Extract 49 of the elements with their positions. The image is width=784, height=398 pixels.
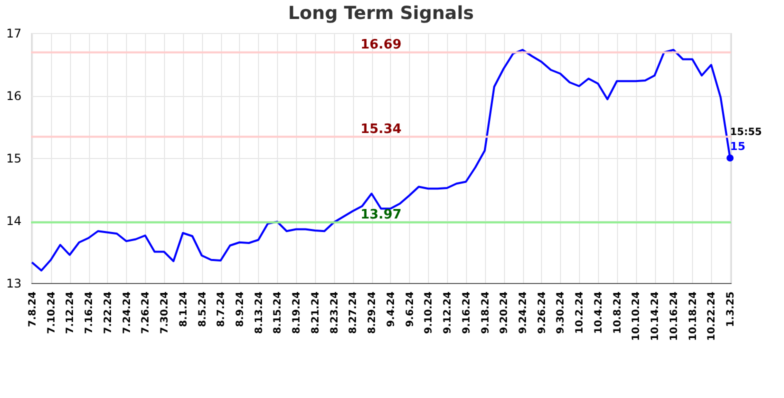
x-tick-label: 9.6.24: [404, 291, 416, 327]
x-tick-label: 9.20.24: [499, 291, 510, 334]
x-tick-label: 10.2.24: [574, 291, 586, 334]
x-tick-label: 9.4.24: [386, 291, 397, 327]
y-tick-label: 15: [6, 152, 22, 166]
y-tick-label: 17: [6, 26, 22, 40]
x-tick-label: 10.10.24: [631, 291, 642, 341]
x-tick-label: 8.23.24: [329, 291, 340, 334]
annotation: 15:55: [730, 127, 762, 138]
x-tick-label: 10.8.24: [612, 291, 624, 334]
ref-line-label: 16.69: [360, 37, 402, 52]
x-tick-label: 7.26.24: [140, 291, 152, 334]
x-tick-label: 9.10.24: [424, 291, 435, 334]
x-tick-label: 10.14.24: [650, 291, 662, 341]
x-tick-label: 8.7.24: [216, 291, 228, 327]
chart-title: Long Term Signals: [288, 3, 474, 24]
x-tick-label: 8.1.24: [178, 291, 190, 327]
y-tick-label: 16: [6, 89, 22, 103]
x-tick-label: 8.21.24: [310, 291, 322, 334]
x-tick-label: 8.5.24: [197, 291, 208, 327]
x-tick-label: 9.12.24: [442, 291, 454, 334]
x-tick-label: 9.18.24: [480, 291, 492, 334]
y-tick-label: 14: [6, 214, 22, 228]
x-tick-label: 7.30.24: [160, 291, 171, 334]
ref-line-label: 13.97: [360, 207, 402, 222]
x-tick-label: 10.22.24: [706, 291, 718, 341]
x-tick-label: 7.16.24: [84, 291, 96, 334]
ref-line-label: 15.34: [360, 122, 402, 137]
x-tick-label: 1.3.25: [726, 291, 737, 327]
x-tick-label: 7.12.24: [65, 291, 76, 334]
x-tick-label: 7.10.24: [46, 291, 58, 334]
x-tick-label: 9.24.24: [518, 291, 530, 334]
x-tick-label: 10.18.24: [688, 291, 699, 341]
x-tick-label: 8.27.24: [348, 291, 360, 334]
data-label: 15: [730, 140, 746, 153]
x-tick-label: 7.8.24: [27, 291, 38, 327]
x-tick-label: 8.9.24: [234, 291, 246, 327]
x-tick-label: 8.13.24: [254, 291, 265, 334]
y-tick-label: 13: [6, 276, 22, 290]
x-tick-label: 9.16.24: [461, 291, 472, 334]
x-tick-label: 10.4.24: [593, 291, 604, 334]
x-tick-label: 9.30.24: [556, 291, 567, 334]
x-tick-label: 7.24.24: [122, 291, 133, 334]
x-tick-label: 10.16.24: [668, 291, 680, 341]
x-tick-label: 8.19.24: [292, 291, 303, 334]
x-tick-label: 8.29.24: [367, 291, 378, 334]
x-tick-label: 7.22.24: [102, 291, 114, 334]
x-tick-label: 9.26.24: [536, 291, 548, 334]
x-tick-label: 8.15.24: [272, 291, 284, 334]
